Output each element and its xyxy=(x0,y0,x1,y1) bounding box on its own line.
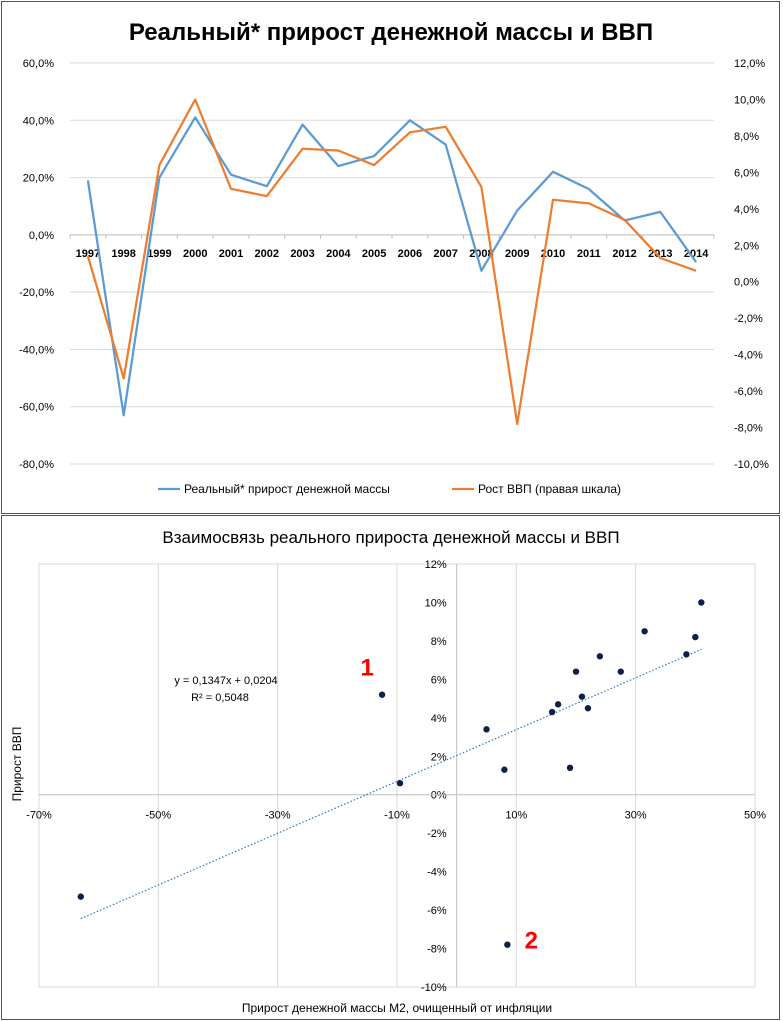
y-tick-label: -8% xyxy=(427,944,447,956)
scatter-point xyxy=(554,701,562,708)
y-left-tick-label: -60,0% xyxy=(19,402,54,414)
y-left-tick-label: 20,0% xyxy=(23,173,54,185)
y-left-tick-label: -20,0% xyxy=(19,287,54,299)
y-tick-label: -4% xyxy=(427,867,447,879)
line-chart: Реальный* прирост денежной массы и ВВП 60… xyxy=(19,19,769,496)
y-right-tick-label: 12,0% xyxy=(734,58,765,70)
y-axis-title: Прирост ВВП xyxy=(10,727,24,802)
scatter-point xyxy=(566,764,574,772)
y-right-tick-label: -8,0% xyxy=(734,423,763,435)
y-right-tick-label: -10,0% xyxy=(734,459,769,471)
y-left-tick-label: -40,0% xyxy=(19,344,54,356)
x-tick-label: 2000 xyxy=(183,248,207,260)
scatter-point xyxy=(501,766,508,773)
y-left-tick-label: 0,0% xyxy=(29,230,54,242)
x-tick-label: -30% xyxy=(265,810,291,822)
x-tick-label: -50% xyxy=(145,810,171,822)
y-right-tick-label: 0,0% xyxy=(734,277,759,289)
x-tick-label: 2009 xyxy=(505,248,529,260)
x-tick-label: 50% xyxy=(744,810,766,822)
y-left-tick-label: -80,0% xyxy=(19,459,54,471)
scatter-point xyxy=(683,651,690,658)
x-tick-label: -70% xyxy=(26,810,52,822)
x-tick-label: 2001 xyxy=(219,248,243,260)
x-tick-label: 1998 xyxy=(111,248,135,260)
x-tick-label: 2011 xyxy=(577,248,601,260)
scatter-point xyxy=(548,708,556,716)
scatter-point xyxy=(584,705,592,712)
line-chart-panel: Реальный* прирост денежной массы и ВВП 60… xyxy=(1,1,780,514)
scatter-point xyxy=(698,599,705,606)
x-tick-label: 2004 xyxy=(326,248,351,260)
series-line-1 xyxy=(86,116,698,417)
y-right-tick-label: 8,0% xyxy=(734,131,759,143)
chart-title: Реальный* прирост денежной массы и ВВП xyxy=(129,19,653,46)
x-tick-label: 2014 xyxy=(684,248,709,260)
series-line-2 xyxy=(86,98,697,426)
scatter-chart-panel: Взаимосвязь реального прироста денежной … xyxy=(1,515,780,1020)
y-right-tick-label: 4,0% xyxy=(734,204,759,216)
y-tick-label: -10% xyxy=(421,982,447,994)
x-tick-label: -10% xyxy=(384,810,410,822)
x-tick-label: 10% xyxy=(505,810,527,822)
x-tick-label: 1997 xyxy=(76,248,100,260)
y-right-tick-label: 6,0% xyxy=(734,167,759,179)
scatter-point xyxy=(378,691,386,698)
chart-title: Взаимосвязь реального прироста денежной … xyxy=(162,528,619,547)
y-tick-label: 10% xyxy=(425,597,447,609)
trendline-r2: R² = 0,5048 xyxy=(191,692,249,704)
y-right-tick-label: 2,0% xyxy=(734,240,759,252)
legend-label-1: Реальный* прирост денежной массы xyxy=(184,482,390,496)
scatter-point xyxy=(77,893,84,900)
scatter-point xyxy=(504,941,511,948)
y-tick-label: 4% xyxy=(431,713,447,725)
y-tick-label: 8% xyxy=(431,636,447,648)
scatter-point xyxy=(483,726,490,733)
x-tick-label: 30% xyxy=(625,810,647,822)
y-tick-label: 6% xyxy=(431,674,447,686)
x-axis-title: Прирост денежной массы М2, очищенный от … xyxy=(242,1001,552,1015)
annotation-label: 1 xyxy=(360,655,373,682)
scatter-point xyxy=(617,668,624,675)
scatter-point xyxy=(596,653,604,660)
scatter-point xyxy=(572,668,580,675)
trendline xyxy=(80,648,702,920)
x-tick-label: 1999 xyxy=(147,248,171,260)
y-right-tick-label: -2,0% xyxy=(734,313,763,325)
x-tick-label: 2003 xyxy=(290,248,314,260)
y-right-tick-label: -6,0% xyxy=(734,386,763,398)
y-tick-label: 12% xyxy=(425,559,447,571)
scatter-chart: Взаимосвязь реального прироста денежной … xyxy=(10,528,766,1015)
scatter-point xyxy=(692,633,699,641)
y-left-tick-label: 40,0% xyxy=(23,115,54,127)
y-tick-label: 2% xyxy=(431,751,447,763)
y-tick-label: 0% xyxy=(431,790,447,802)
y-tick-label: -2% xyxy=(427,828,447,840)
x-tick-label: 2007 xyxy=(433,248,457,260)
scatter-point xyxy=(578,693,586,700)
legend-label-2: Рост ВВП (правая шкала) xyxy=(478,482,621,496)
scatter-point xyxy=(396,779,404,787)
x-tick-label: 2002 xyxy=(255,248,279,260)
x-tick-label: 2012 xyxy=(612,248,636,260)
x-tick-label: 2005 xyxy=(362,248,386,260)
scatter-point xyxy=(641,628,648,635)
y-right-tick-label: 10,0% xyxy=(734,94,765,106)
y-tick-label: -6% xyxy=(427,905,447,917)
y-right-tick-label: -4,0% xyxy=(734,350,763,362)
trendline-equation: y = 0,1347x + 0,0204 xyxy=(174,675,277,687)
x-tick-label: 2006 xyxy=(398,248,422,260)
x-tick-label: 2010 xyxy=(541,248,565,260)
annotation-label: 2 xyxy=(525,928,538,955)
y-left-tick-label: 60,0% xyxy=(23,58,54,70)
